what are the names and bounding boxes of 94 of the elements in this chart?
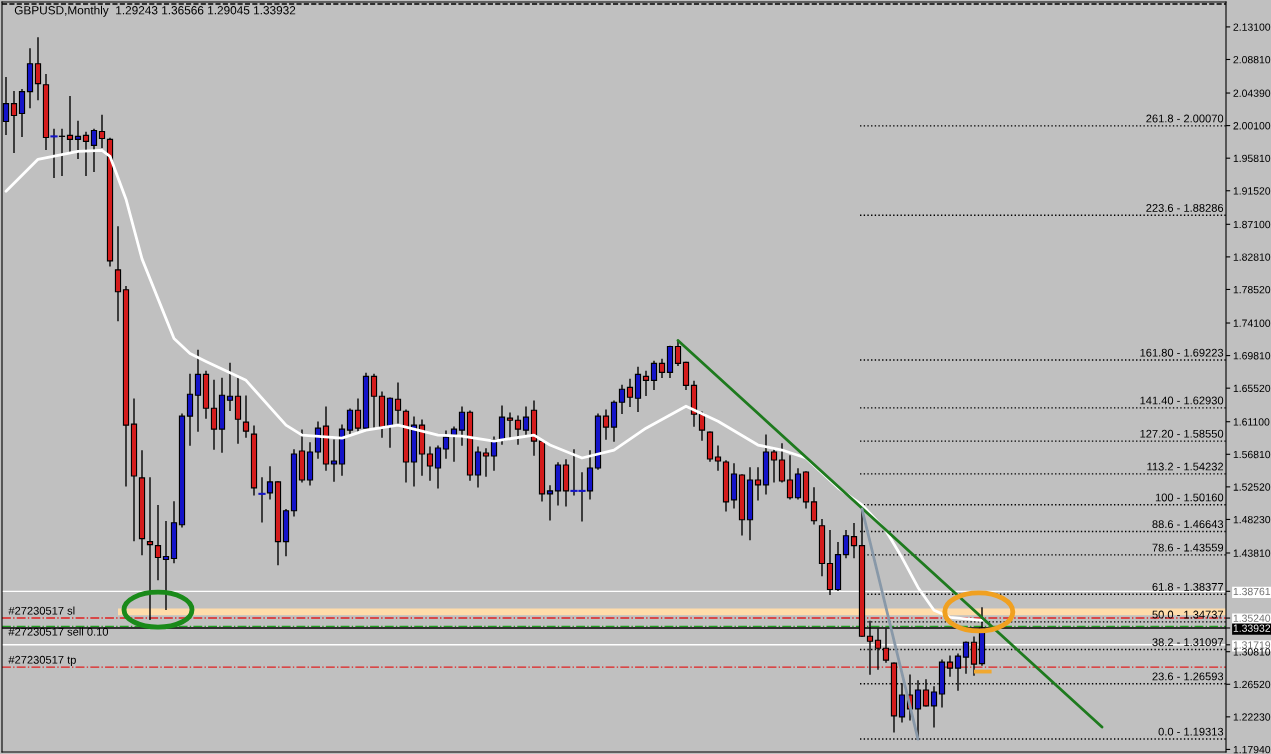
ref-line-label: #27230517 sell 0.10: [8, 627, 109, 636]
candlestick: [66, 95, 74, 154]
candlestick: [458, 406, 466, 446]
annotation: 141.40 - 1.62930: [1140, 396, 1224, 405]
y-tick-label: 1.87100: [1233, 220, 1271, 229]
candlestick: [370, 373, 378, 428]
annotation: 88.6 - 1.46643: [1152, 520, 1224, 529]
y-tick-label: 1.26520: [1233, 680, 1271, 689]
candlestick: [626, 378, 634, 407]
candlestick: [74, 120, 82, 160]
y-tick-label: 1.82810: [1233, 253, 1271, 261]
candlestick: [186, 373, 194, 446]
candlestick: [514, 415, 522, 445]
y-tick-label: 1.22230: [1233, 713, 1271, 721]
ref-line-label: #27230517 sl: [8, 606, 75, 615]
candlestick: [210, 379, 218, 450]
annotation: 78.6 - 1.43559: [1152, 543, 1224, 552]
candlestick: [242, 395, 250, 438]
y-tick-label: 1.30810: [1233, 648, 1271, 656]
annotation: 50.0 - 1.34737: [1152, 610, 1224, 619]
y-tick-label: 1.48230: [1233, 515, 1271, 524]
candlestick: [114, 226, 122, 322]
y-tick-label: 2.13100: [1233, 23, 1271, 31]
candlestick: [434, 445, 442, 489]
candlestick: [810, 487, 818, 525]
y-tick-label: 1.52520: [1233, 483, 1271, 491]
annotation: 23.6 - 1.26593: [1152, 672, 1224, 681]
annotation: 161.80 - 1.69223: [1140, 348, 1224, 357]
candlestick: [346, 408, 354, 436]
candlestick: [482, 448, 490, 477]
y-tick-label: 1.61100: [1233, 418, 1270, 426]
candlestick: [18, 88, 26, 138]
candlestick: [354, 398, 362, 432]
candlestick: [162, 521, 170, 611]
candlestick: [642, 370, 650, 396]
candlestick: [794, 468, 802, 500]
candlestick: [226, 362, 234, 411]
candlestick: [714, 445, 722, 471]
candlestick: [90, 128, 98, 172]
y-tick-label: 1.78520: [1233, 285, 1271, 294]
y-tick-label: 1.69810: [1233, 352, 1271, 360]
annotation: 223.6 - 1.88286: [1146, 204, 1224, 212]
y-tick-label: 1.43810: [1233, 549, 1271, 557]
y-tick-label: 1.65520: [1233, 384, 1271, 393]
annotation: 127.20 - 1.58550: [1140, 429, 1224, 438]
candlestick: [850, 522, 858, 559]
y-tick-label: 1.35240: [1233, 614, 1271, 622]
y-tick-label: 2.04390: [1233, 89, 1271, 97]
candlestick: [650, 360, 658, 390]
candlestick: [682, 361, 690, 390]
candlestick: [474, 446, 482, 488]
y-tick-label: 2.08810: [1233, 55, 1271, 64]
candlestick: [618, 384, 626, 414]
candlestick: [506, 412, 514, 439]
candlestick: [194, 349, 202, 432]
candlestick: [426, 446, 434, 481]
candlestick: [442, 430, 450, 459]
candlestick: [674, 339, 682, 367]
candlestick: [634, 366, 642, 412]
y-tick-label: 2.00100: [1233, 122, 1271, 130]
candlestick: [546, 485, 554, 521]
annotation: 0.0 - 1.19313: [1158, 727, 1224, 736]
annotation: 61.8 - 1.38377: [1152, 582, 1224, 591]
candlestick: [34, 37, 42, 101]
candlestick: [698, 411, 706, 441]
y-tick-label: 1.33932: [1233, 624, 1271, 632]
candlestick: [98, 114, 106, 149]
y-tick-label: 1.38761: [1233, 587, 1271, 596]
annotation: 100 - 1.50160: [1155, 493, 1224, 502]
candlestick: [930, 686, 938, 728]
annotation: 261.8 - 2.00070: [1146, 114, 1224, 123]
y-tick-label: 1.56810: [1233, 450, 1271, 459]
y-tick-label: 1.95810: [1233, 154, 1271, 163]
annotation: 113.2 - 1.54232: [1147, 462, 1224, 471]
candlestick: [754, 467, 762, 501]
candlestick: [154, 505, 162, 581]
candlestick: [778, 443, 786, 483]
y-tick-label: 1.31719: [1233, 641, 1271, 649]
candlestick: [234, 377, 242, 444]
chart-title: GBPUSD,Monthly 1.29243 1.36566 1.29045 1.33932: [14, 5, 296, 17]
candlestick: [82, 131, 90, 176]
candlestick: [602, 409, 610, 440]
candlestick: [770, 449, 778, 483]
candlestick: [10, 90, 18, 154]
annotation: 38.2 - 1.31097: [1152, 638, 1224, 647]
candlestick: [842, 529, 850, 559]
candlestick: [522, 406, 530, 435]
y-tick-label: 1.74100: [1233, 319, 1271, 327]
candlestick: [330, 439, 338, 482]
candlestick: [394, 382, 402, 424]
y-tick-label: 1.17940: [1233, 745, 1271, 754]
ref-line-label: #27230517 tp: [8, 655, 76, 666]
y-tick-label: 1.91520: [1233, 187, 1271, 195]
candlestick: [786, 455, 794, 500]
